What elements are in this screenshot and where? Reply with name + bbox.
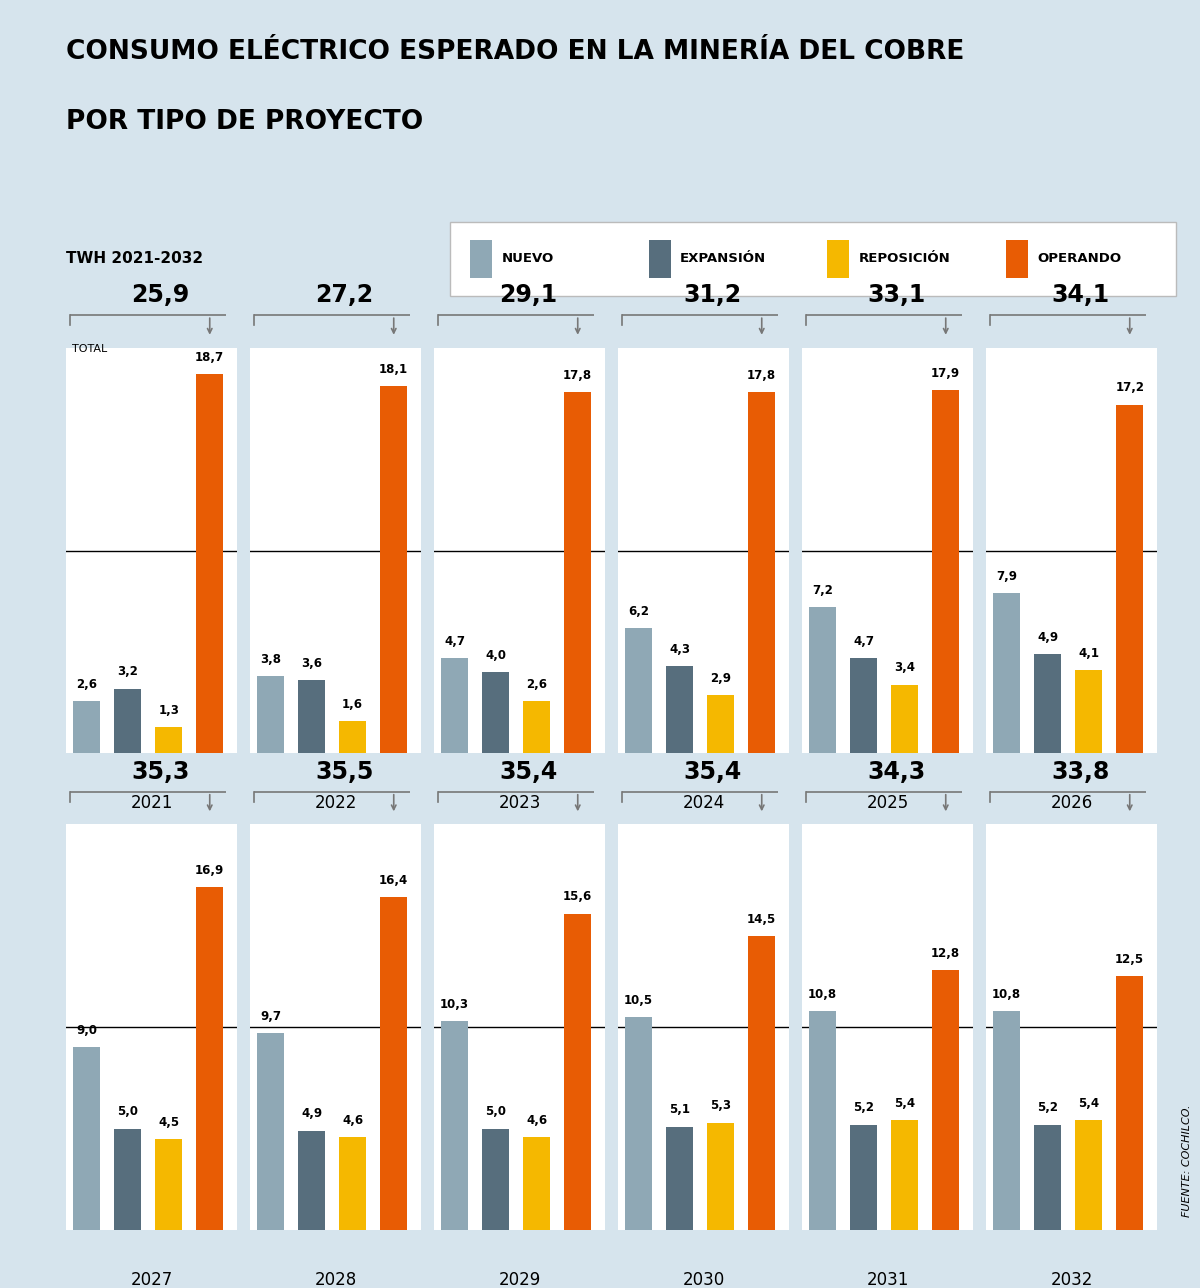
Text: 4,9: 4,9 <box>301 1108 322 1121</box>
Text: 4,0: 4,0 <box>485 649 506 662</box>
Text: 2,6: 2,6 <box>526 677 547 690</box>
Text: 4,6: 4,6 <box>342 1114 364 1127</box>
Text: 5,4: 5,4 <box>894 1097 916 1110</box>
Text: 34,3: 34,3 <box>868 760 925 783</box>
Text: 34,1: 34,1 <box>1051 283 1109 307</box>
Text: 10,8: 10,8 <box>808 988 838 1001</box>
Text: 9,7: 9,7 <box>260 1010 281 1023</box>
Text: 3,2: 3,2 <box>118 666 138 679</box>
Text: 9,0: 9,0 <box>76 1024 97 1037</box>
Bar <box>156 728 182 753</box>
FancyBboxPatch shape <box>470 240 492 278</box>
Text: TOTAL: TOTAL <box>72 344 107 354</box>
Text: 5,2: 5,2 <box>853 1101 874 1114</box>
Text: 2,9: 2,9 <box>710 671 731 684</box>
Text: 10,3: 10,3 <box>440 998 469 1011</box>
Text: NUEVO: NUEVO <box>502 252 554 265</box>
Text: 2027: 2027 <box>131 1270 173 1288</box>
Text: 18,1: 18,1 <box>379 363 408 376</box>
Text: 1,6: 1,6 <box>342 698 364 711</box>
Text: 2025: 2025 <box>866 793 908 811</box>
Text: OPERANDO: OPERANDO <box>1037 252 1121 265</box>
Text: 2024: 2024 <box>683 793 725 811</box>
Text: 3,8: 3,8 <box>260 653 281 666</box>
Text: 12,8: 12,8 <box>931 947 960 961</box>
Text: 10,5: 10,5 <box>624 994 653 1007</box>
Text: 33,8: 33,8 <box>1051 760 1110 783</box>
Text: POR TIPO DE PROYECTO: POR TIPO DE PROYECTO <box>66 109 424 135</box>
Text: 4,1: 4,1 <box>1078 647 1099 661</box>
Text: 2029: 2029 <box>498 1270 541 1288</box>
Text: 17,9: 17,9 <box>931 367 960 380</box>
Text: 25,9: 25,9 <box>131 283 190 307</box>
Text: 4,9: 4,9 <box>1037 631 1058 644</box>
Text: 12,5: 12,5 <box>1115 953 1145 966</box>
Text: 4,6: 4,6 <box>526 1114 547 1127</box>
Text: 4,7: 4,7 <box>853 635 874 648</box>
Text: 27,2: 27,2 <box>316 283 373 307</box>
Text: 1,3: 1,3 <box>158 705 179 717</box>
Text: 4,3: 4,3 <box>670 643 690 656</box>
FancyBboxPatch shape <box>649 240 671 278</box>
Text: 33,1: 33,1 <box>868 283 925 307</box>
Text: 17,8: 17,8 <box>748 370 776 383</box>
Text: 4,7: 4,7 <box>444 635 466 648</box>
Text: 2031: 2031 <box>866 1270 908 1288</box>
Text: 2,6: 2,6 <box>76 677 97 690</box>
Text: REPOSICIÓN: REPOSICIÓN <box>859 252 950 265</box>
Text: 35,4: 35,4 <box>683 760 742 783</box>
Text: 5,1: 5,1 <box>670 1104 690 1117</box>
Text: 15,6: 15,6 <box>563 890 593 903</box>
Text: 14,5: 14,5 <box>748 913 776 926</box>
Text: CONSUMO ELÉCTRICO ESPERADO EN LA MINERÍA DEL COBRE: CONSUMO ELÉCTRICO ESPERADO EN LA MINERÍA… <box>66 39 965 64</box>
Text: 2026: 2026 <box>1050 793 1093 811</box>
Text: 7,2: 7,2 <box>812 585 833 598</box>
FancyBboxPatch shape <box>828 240 850 278</box>
FancyBboxPatch shape <box>1006 240 1027 278</box>
Text: 18,7: 18,7 <box>196 352 224 365</box>
FancyBboxPatch shape <box>450 222 1176 296</box>
Text: 5,4: 5,4 <box>1078 1097 1099 1110</box>
Text: 2032: 2032 <box>1050 1270 1093 1288</box>
Text: 6,2: 6,2 <box>628 604 649 617</box>
Text: 3,4: 3,4 <box>894 661 916 675</box>
Text: 2023: 2023 <box>498 793 541 811</box>
Text: 2021: 2021 <box>131 793 173 811</box>
Text: 16,4: 16,4 <box>379 875 408 887</box>
Text: 5,0: 5,0 <box>118 1105 138 1118</box>
Text: 7,9: 7,9 <box>996 571 1018 583</box>
Text: 2030: 2030 <box>683 1270 725 1288</box>
Text: EXPANSIÓN: EXPANSIÓN <box>680 252 767 265</box>
Text: 2022: 2022 <box>314 793 356 811</box>
Text: 35,4: 35,4 <box>499 760 557 783</box>
Bar <box>340 721 366 753</box>
Text: 16,9: 16,9 <box>196 864 224 877</box>
Text: 4,5: 4,5 <box>158 1115 179 1128</box>
Text: 10,8: 10,8 <box>992 988 1021 1001</box>
Text: 2028: 2028 <box>314 1270 356 1288</box>
Text: 31,2: 31,2 <box>683 283 742 307</box>
Text: 17,8: 17,8 <box>563 370 593 383</box>
Text: 17,2: 17,2 <box>1115 381 1145 394</box>
Text: 5,0: 5,0 <box>485 1105 506 1118</box>
Text: TWH 2021-2032: TWH 2021-2032 <box>66 251 203 267</box>
Text: 5,3: 5,3 <box>710 1100 731 1113</box>
Text: 3,6: 3,6 <box>301 657 322 670</box>
Text: 29,1: 29,1 <box>499 283 557 307</box>
Text: FUENTE: COCHILCO.: FUENTE: COCHILCO. <box>1182 1105 1192 1217</box>
Text: 35,3: 35,3 <box>131 760 190 783</box>
Text: 35,5: 35,5 <box>316 760 373 783</box>
Text: 5,2: 5,2 <box>1037 1101 1058 1114</box>
